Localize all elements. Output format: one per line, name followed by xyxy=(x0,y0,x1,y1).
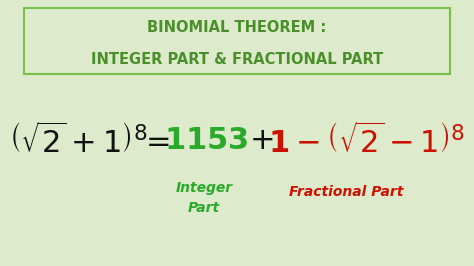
Text: BINOMIAL THEOREM :: BINOMIAL THEOREM : xyxy=(147,20,327,35)
Text: INTEGER PART & FRACTIONAL PART: INTEGER PART & FRACTIONAL PART xyxy=(91,52,383,67)
Text: $\mathbf{1}-\left(\sqrt{2}-1\right)^{8}$: $\mathbf{1}-\left(\sqrt{2}-1\right)^{8}$ xyxy=(268,123,465,159)
FancyBboxPatch shape xyxy=(24,8,450,74)
Text: $+$: $+$ xyxy=(249,126,273,156)
Text: Fractional Part: Fractional Part xyxy=(289,185,403,198)
Text: $=$: $=$ xyxy=(140,126,170,156)
Text: Integer
Part: Integer Part xyxy=(175,181,232,215)
Text: $\mathbf{1153}$: $\mathbf{1153}$ xyxy=(164,126,248,156)
Text: $\left(\sqrt{2}+1\right)^{8}$: $\left(\sqrt{2}+1\right)^{8}$ xyxy=(9,123,148,159)
